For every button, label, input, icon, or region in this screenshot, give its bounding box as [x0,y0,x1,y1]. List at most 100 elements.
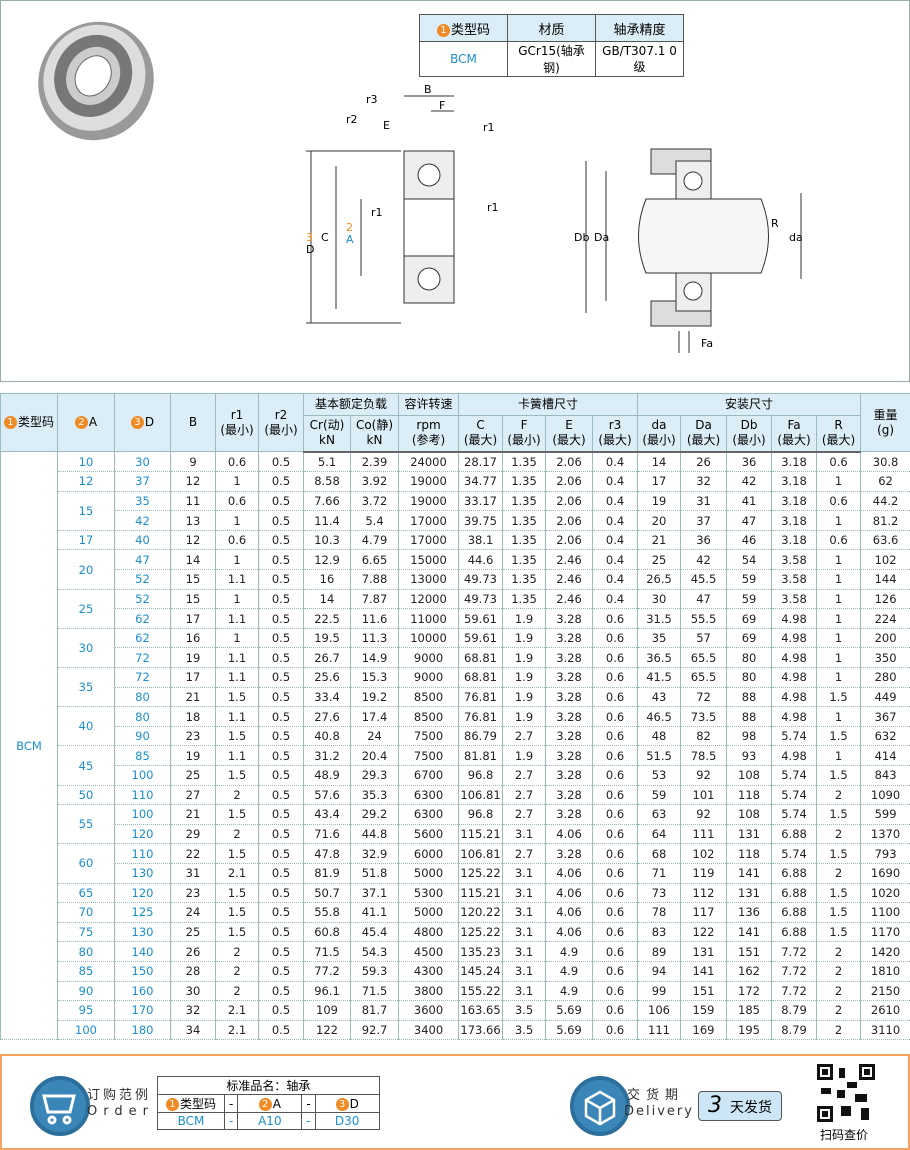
table-cell: 0.4 [592,589,639,610]
table-cell: 0.5 [258,961,304,982]
table-cell: 0.4 [592,471,639,492]
table-cell: 5.4 [349,510,400,531]
table-cell: 6.88 [771,824,818,845]
footer-panel: 订购范例 Order 标准品名：轴承 1 类型码 -2 A -3 D BCM - A10- D3… [0,1054,910,1150]
table-cell: 0.5 [258,569,304,590]
label-r2: r2 [346,113,358,126]
table-cell: 111 [680,824,728,845]
table-cell: 92.7 [349,1020,400,1041]
table-cell: 1100 [860,902,910,923]
table-cell: 51.8 [349,863,400,884]
table-cell: 4.98 [771,628,818,649]
spec-type: BCM [419,41,508,77]
table-cell: 47.8 [303,843,351,864]
table-cell: 111 [637,1020,682,1041]
delivery-title: 交货期 [627,1088,685,1103]
header-cr: Cr(动) kN [303,415,351,453]
table-cell: 47 [114,549,171,571]
table-cell: 43.4 [303,804,351,825]
table-cell: 2.46 [545,589,594,610]
table-cell: 414 [860,745,910,766]
table-cell: 42 [680,549,728,571]
table-cell: 80 [114,687,171,708]
table-cell: 71.5 [303,941,351,962]
table-cell: 12 [57,471,115,492]
table-cell: 3.1 [502,883,547,904]
table-cell: 3.58 [771,569,818,590]
table-cell: 0.6 [592,706,639,727]
table-cell: 35 [57,667,115,708]
table-cell: 1020 [860,883,910,904]
order-type: BCM [157,1112,225,1130]
table-cell: 3.28 [545,804,594,825]
qr-code[interactable] [817,1064,875,1122]
table-cell: 68 [637,843,682,864]
table-cell: 99 [637,981,682,1002]
label-r1-right: r1 [487,201,499,214]
spec-header-material: 材质 [507,14,596,42]
table-cell: 24 [170,902,216,923]
table-cell: 0.6 [592,1000,639,1021]
table-row: 85 150 28 2 0.5 77.2 59.3 4300 145.24 3.1 4.9 0.6 94… [1,961,910,982]
table-cell: 2.7 [502,765,547,786]
table-cell: 172 [726,981,773,1002]
table-cell: 185 [726,1000,773,1021]
table-cell: 159 [680,1000,728,1021]
table-cell: 1 [816,706,862,727]
table-cell: 43 [637,687,682,708]
table-cell: 0.4 [592,491,639,512]
table-cell: 55.8 [303,902,351,923]
table-cell: 0.5 [258,902,304,923]
table-cell: 0.5 [258,765,304,786]
table-cell: 11.3 [349,628,400,649]
table-cell: 0.5 [258,491,304,512]
table-row: 55 100 21 1.5 0.5 43.4 29.2 6300 96.8 2.7 3.28 0.6 6… [1,804,910,845]
table-cell: 1 [215,510,259,531]
table-cell: 1.5 [816,726,862,747]
table-cell: 3800 [398,981,460,1002]
table-cell: 1 [215,628,259,649]
table-cell: 17000 [398,510,460,531]
table-cell: 92 [680,804,728,825]
table-cell: 1.9 [502,647,547,669]
table-cell: 0.6 [816,451,862,473]
table-cell: 44.2 [860,491,910,512]
table-cell: 65 [57,883,115,904]
table-cell: 7500 [398,745,460,766]
badge-2: 2 [346,221,353,234]
table-cell: 17 [170,608,216,629]
table-cell: 1 [816,549,862,571]
table-cell: 173.66 [458,1020,504,1041]
table-cell: 112 [680,883,728,904]
table-cell: 4.98 [771,706,818,727]
table-cell: 25.6 [303,667,351,688]
table-cell: 1.5 [816,687,862,708]
label-f: F [439,99,445,112]
table-cell: 3.28 [545,667,594,688]
table-cell: 4.06 [545,922,594,943]
table-cell: 6700 [398,765,460,786]
table-cell: 0.6 [592,843,639,864]
table-cell: 0.5 [258,863,304,884]
table-cell: 0.5 [258,981,304,1002]
table-cell: 2.1 [215,1000,259,1021]
table-row: 75 130 25 1.5 0.5 60.8 45.4 4800 125.22 3.1 4.06 0.… [1,922,910,943]
table-cell: 1.9 [502,608,547,629]
table-cell: 95 [57,1000,115,1021]
table-cell: 4.98 [771,608,818,629]
table-cell: 0.6 [592,745,639,766]
table-cell: 6.88 [771,922,818,943]
table-cell: 3.28 [545,628,594,649]
table-cell: 22 [170,843,216,864]
table-cell: 5.74 [771,804,818,825]
table-cell: 4.9 [545,961,594,982]
label-r1: r1 [483,121,495,134]
table-cell: 131 [680,941,728,962]
table-cell: 1.1 [215,745,259,766]
table-cell: 118 [726,785,773,806]
table-cell: 140 [114,941,171,962]
table-cell: 1.5 [816,843,862,864]
table-cell: 2 [215,824,259,845]
table-cell: 3.28 [545,608,594,629]
spec-precision: GB/T307.1 0级 [595,41,684,77]
